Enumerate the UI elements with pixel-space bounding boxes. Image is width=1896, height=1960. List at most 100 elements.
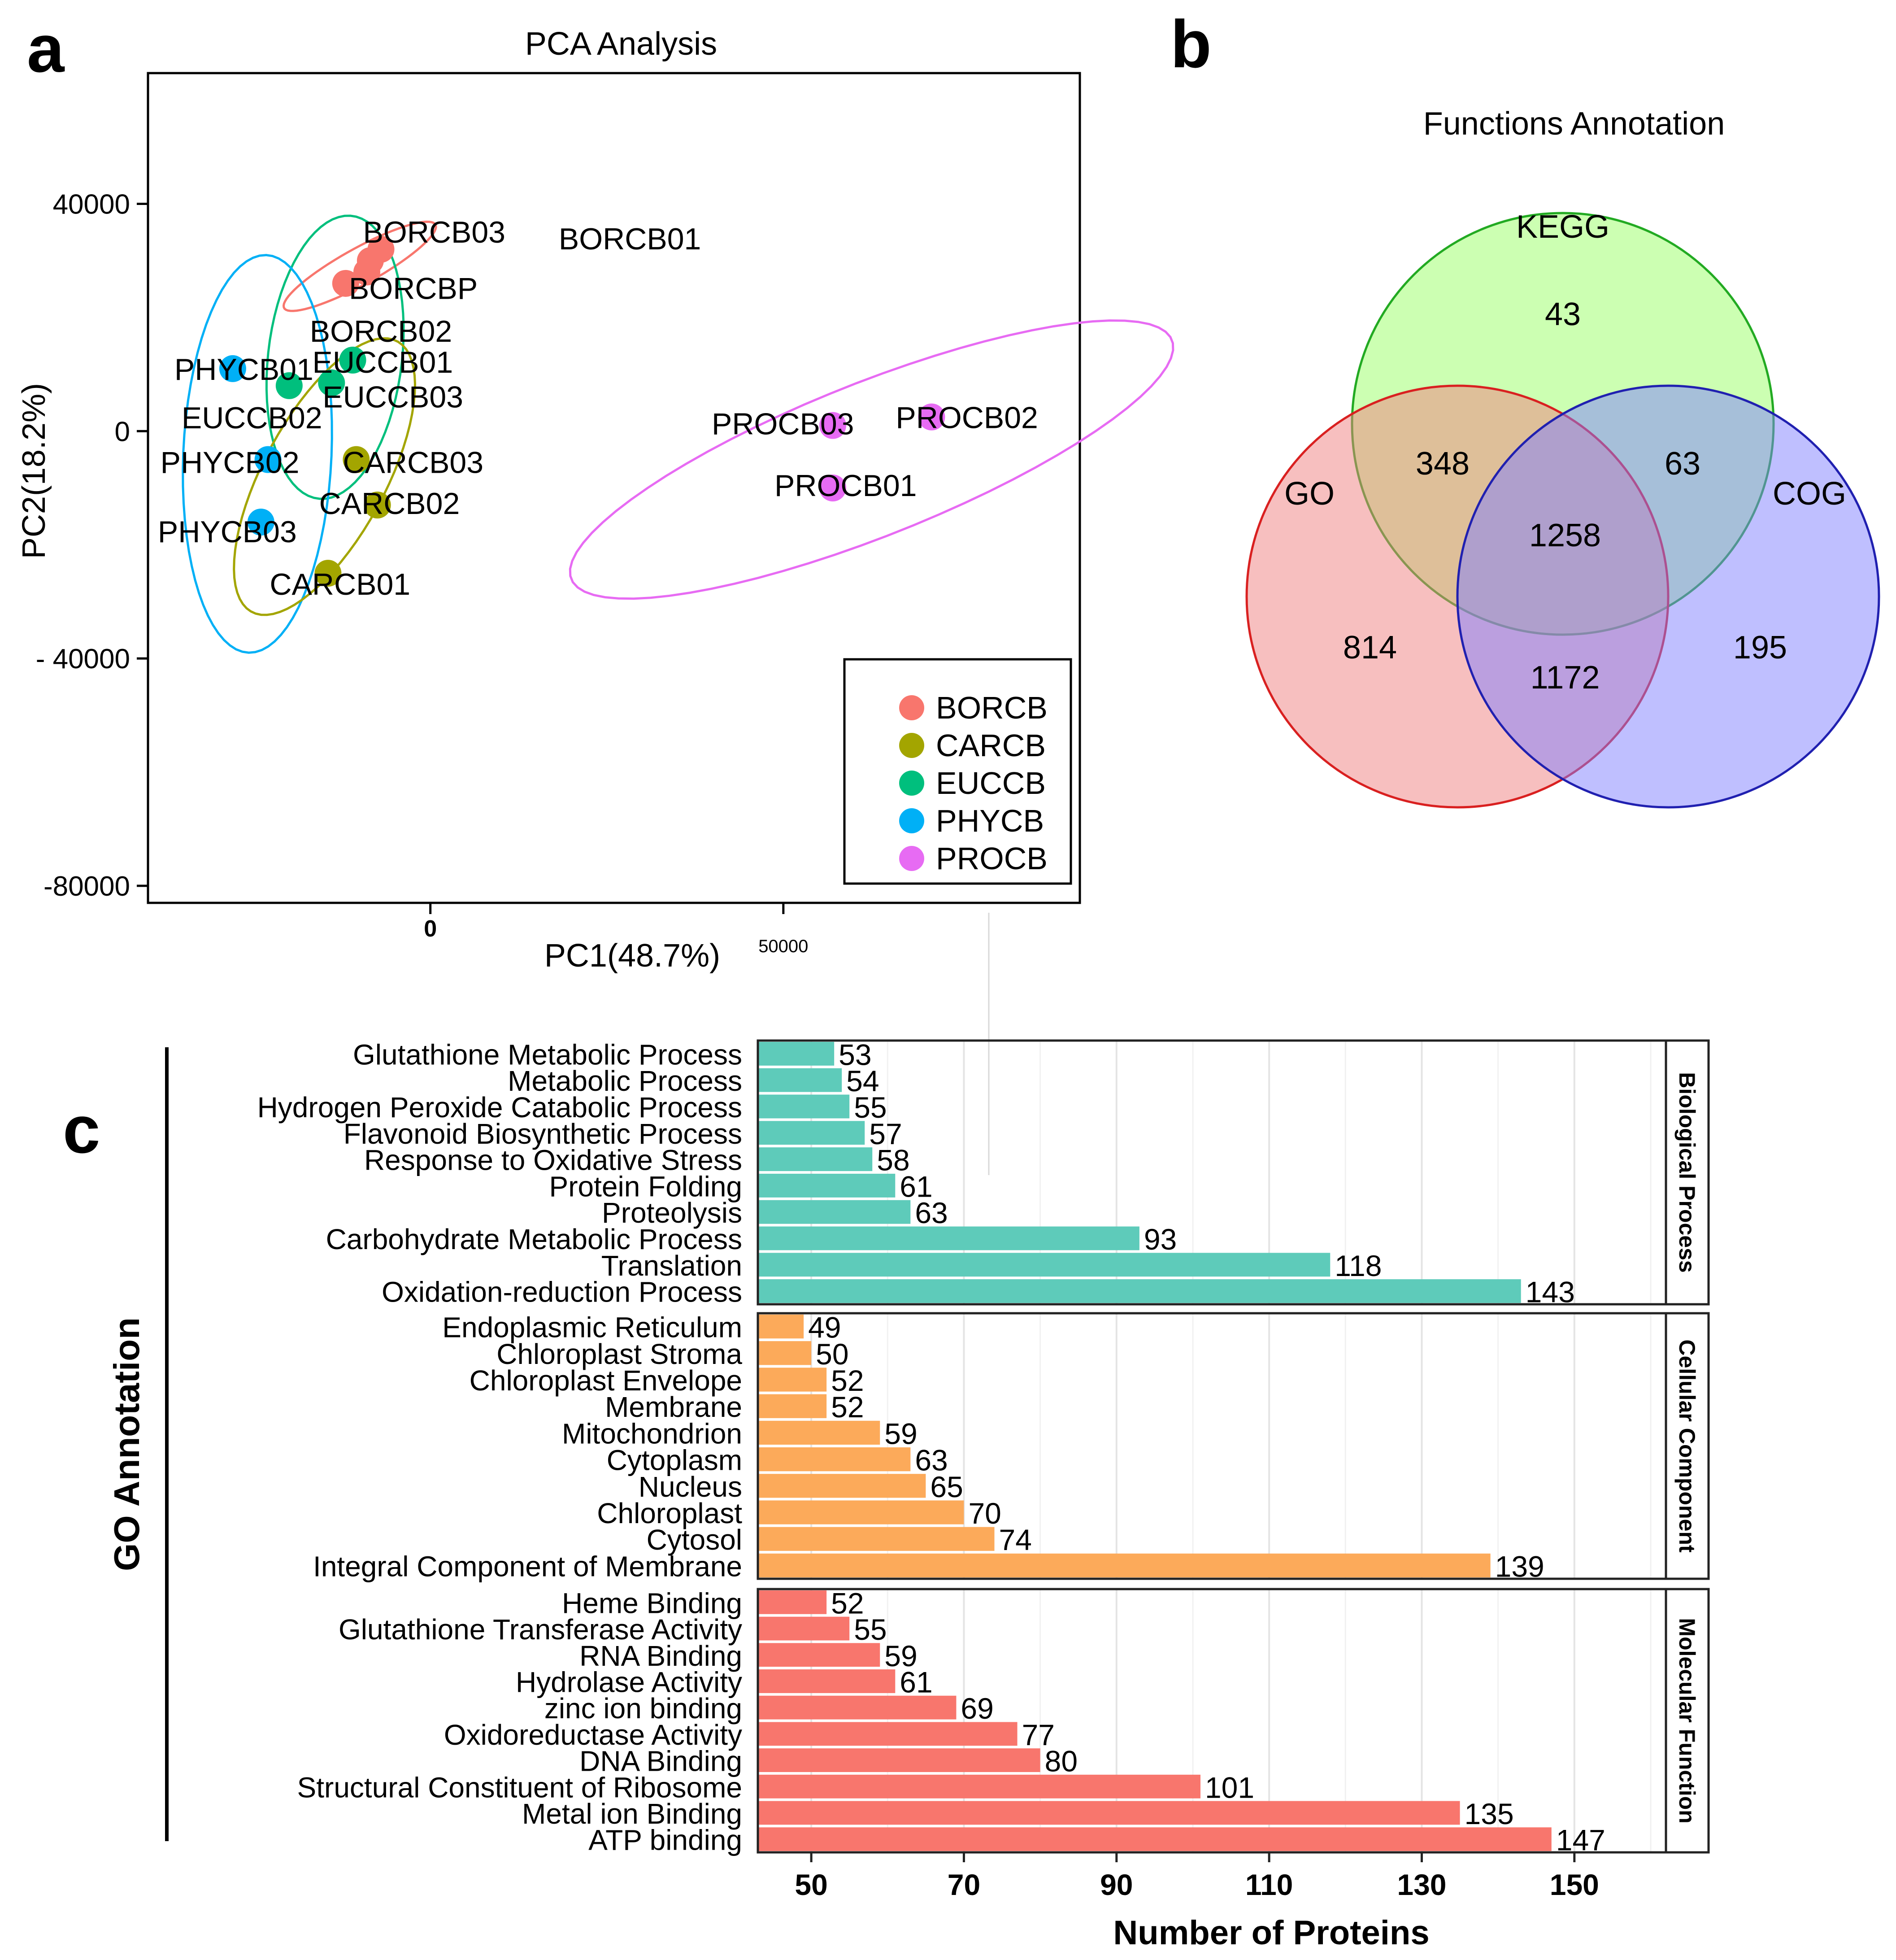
pca-panel: a PCA Analysis BORCB03BORCBPBORCB02BORCB… (16, 11, 1174, 974)
venn-region-cog-only: 195 (1733, 630, 1787, 666)
venn-region-kegg-only: 43 (1545, 296, 1581, 332)
venn-region-all: 1258 (1529, 518, 1601, 553)
go-facet-cellular-component: 49 Endoplasmic Reticulum 50 Chloroplast Str… (313, 1311, 1710, 1583)
ellipse-borcb (282, 220, 437, 312)
go-bar-value: 61 (900, 1665, 932, 1699)
pca-point-euccb01 (339, 346, 366, 374)
go-bar (758, 1774, 1200, 1799)
pca-point-euccb02 (275, 372, 303, 399)
go-bar (758, 1590, 827, 1614)
go-x-axis: 50 70 90 110 130 150 (795, 1852, 1599, 1901)
go-category-label: Chloroplast Envelope (470, 1364, 742, 1397)
pca-y-axis-title: PC2(18.2%) (16, 383, 52, 559)
pca-point-label-carcb02: CARCB02 (319, 487, 460, 521)
go-category-label: Membrane (605, 1391, 742, 1423)
pca-x-tick-label: 50000 (758, 936, 808, 956)
go-bar (758, 1200, 911, 1224)
go-bar (758, 1827, 1552, 1851)
pca-point-label-borcbp: BORCBP (349, 271, 478, 305)
legend-marker-euccb (899, 771, 924, 796)
go-category-label: zinc ion binding (544, 1692, 742, 1725)
legend-label-procb: PROCB (936, 841, 1048, 876)
pca-title: PCA Analysis (525, 26, 717, 62)
ellipse-phycb (182, 254, 333, 654)
pca-ellipses (182, 214, 1174, 654)
pca-point-label-phycb01: PHYCB01 (174, 353, 313, 387)
ellipse-euccb (265, 214, 405, 500)
pca-point-carcb02 (364, 492, 391, 519)
pca-point-borcb02 (332, 270, 359, 297)
go-category-label: Oxidation-reduction Process (382, 1276, 742, 1308)
go-bar-value: 52 (831, 1586, 864, 1620)
go-bar (758, 1722, 1018, 1746)
go-facet-strip-label: Cellular Component (1674, 1339, 1700, 1552)
go-category-label: Chloroplast (597, 1497, 742, 1529)
go-category-label: Hydrolase Activity (516, 1666, 742, 1698)
go-x-tick-label: 50 (795, 1868, 827, 1901)
pca-point-labels: BORCB03 BORCBP BORCB02 BORCB01 CARCB03 CARCB0… (158, 215, 1038, 601)
ellipse-carcb (233, 337, 417, 616)
venn-set-label-go: GO (1284, 476, 1335, 512)
pca-point-label-procb02: PROCB02 (896, 401, 1038, 435)
venn-region-go-only: 814 (1343, 630, 1397, 666)
panel-label-b: b (1170, 6, 1212, 82)
go-category-label: Flavonoid Biosynthetic Process (344, 1118, 742, 1150)
pca-point-label-borcb01: BORCB01 (559, 222, 701, 256)
go-category-label: Endoplasmic Reticulum (442, 1311, 742, 1344)
pca-point-label-euccb03: EUCCB03 (322, 380, 463, 414)
go-bar-value: 53 (839, 1038, 871, 1071)
pca-points (219, 235, 945, 587)
legend-marker-procb (899, 846, 924, 871)
go-bar (758, 1616, 850, 1641)
go-category-label: RNA Binding (579, 1640, 742, 1672)
legend-marker-carcb (899, 733, 924, 758)
go-facets: 53 Glutathione Metabolic Process 54 Metabol… (257, 1038, 1710, 1857)
go-category-label: Proteolysis (602, 1197, 742, 1229)
go-bar-value: 143 (1526, 1276, 1575, 1309)
pca-point-procb02 (918, 403, 945, 431)
go-category-label: Metabolic Process (508, 1065, 742, 1097)
legend-label-euccb: EUCCB (936, 766, 1046, 801)
go-category-label: Oxidoreductase Activity (444, 1719, 742, 1751)
go-bar-value: 93 (1144, 1223, 1177, 1256)
venn-title: Functions Annotation (1423, 106, 1725, 142)
go-category-label: ATP binding (588, 1824, 742, 1856)
pca-point-phycb02 (254, 446, 282, 473)
go-bar (758, 1314, 804, 1339)
go-category-label: Glutathione Transferase Activity (339, 1613, 742, 1646)
go-facet-strip (1665, 1588, 1710, 1854)
go-bar (758, 1341, 812, 1365)
go-bar (758, 1226, 1139, 1250)
venn-region-go-cog: 1172 (1531, 660, 1600, 696)
pca-point-label-procb01: PROCB01 (774, 469, 917, 503)
legend-marker-phycb (899, 808, 924, 833)
go-facet-strip (1665, 1312, 1710, 1580)
go-category-label: Carbohydrate Metabolic Process (326, 1223, 742, 1255)
pca-y-tick-label: -80000 (43, 871, 130, 902)
venn-set-label-cog: COG (1773, 476, 1846, 512)
go-bar-value: 58 (877, 1144, 909, 1177)
go-bar-value: 49 (808, 1311, 841, 1344)
pca-point-label-carcb01: CARCB01 (270, 567, 410, 601)
go-facet-strip-label: Molecular Function (1674, 1618, 1700, 1823)
pca-point-procb03 (819, 412, 847, 439)
go-bar-value: 135 (1465, 1797, 1514, 1830)
go-bar (758, 1068, 842, 1092)
go-bar (758, 1253, 1331, 1277)
pca-x-tick-label: 0 (424, 916, 437, 942)
go-category-label: Mitochondrion (562, 1417, 742, 1450)
pca-point-borcb01 (357, 247, 384, 274)
pca-point-carcb03 (343, 446, 370, 473)
go-facet-biological-process: 53 Glutathione Metabolic Process 54 Metabol… (257, 1038, 1710, 1309)
go-bar (758, 1368, 827, 1392)
go-category-label: Nucleus (639, 1471, 742, 1503)
pca-plot-frame (147, 72, 1081, 904)
go-bar (758, 1447, 911, 1472)
go-bar-value: 54 (846, 1064, 879, 1098)
go-bar (758, 1748, 1040, 1772)
go-bar (758, 1500, 964, 1524)
go-x-tick-label: 150 (1550, 1868, 1599, 1901)
pca-point-carcb01 (314, 560, 342, 587)
